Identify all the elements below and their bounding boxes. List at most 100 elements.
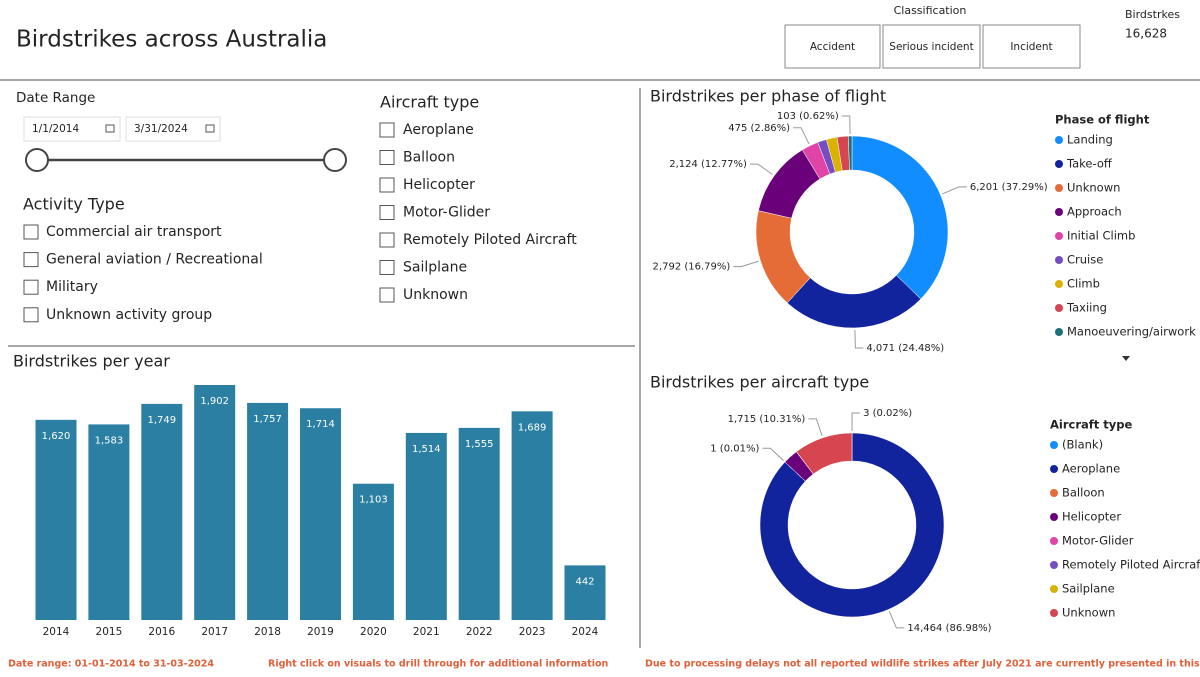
checkbox-label: Military: [46, 279, 98, 295]
footer-note: Right click on visuals to drill through …: [268, 659, 609, 670]
classification-button[interactable]: [882, 24, 981, 69]
date-value: 3/31/2024: [134, 123, 188, 135]
date-input[interactable]: [23, 116, 121, 142]
legend-swatch: [1055, 208, 1063, 216]
legend-swatch: [1050, 489, 1058, 497]
checkbox[interactable]: [379, 232, 395, 248]
leader-line: [942, 186, 967, 195]
x-tick-label: 2021: [413, 626, 440, 638]
calendar-icon: [105, 124, 115, 133]
leader-line: [762, 447, 784, 461]
data-label: 1,620: [42, 431, 71, 442]
data-label: 1,514: [412, 444, 441, 455]
leader-line: [851, 412, 861, 432]
data-label: 3 (0.02%): [863, 408, 912, 419]
checkbox-label: Motor-Glider: [403, 205, 490, 221]
legend-label: Unknown: [1067, 181, 1120, 195]
filter-title: Aircraft type: [380, 93, 479, 112]
leader-line: [841, 115, 851, 135]
data-label: 442: [575, 576, 594, 587]
bar[interactable]: [405, 432, 447, 620]
legend-label: Unknown: [1062, 606, 1115, 620]
data-label: 1,714: [306, 419, 335, 430]
data-label: 1,583: [95, 435, 124, 446]
data-label: 475 (2.86%): [728, 123, 790, 134]
checkbox[interactable]: [23, 252, 39, 268]
checkbox[interactable]: [379, 150, 395, 165]
legend-swatch: [1050, 537, 1058, 545]
legend-swatch: [1055, 136, 1063, 144]
legend-swatch: [1055, 280, 1063, 288]
legend-label: Climb: [1067, 277, 1100, 291]
date-slider-start[interactable]: [25, 148, 49, 172]
x-tick-label: 2016: [148, 626, 175, 638]
checkbox-label: General aviation / Recreational: [46, 252, 263, 268]
checkbox-label: Remotely Piloted Aircraft: [403, 232, 577, 248]
donut-slice[interactable]: [851, 135, 949, 300]
checkbox[interactable]: [23, 224, 39, 240]
classification-option: Incident: [1010, 41, 1052, 53]
classification-option: Serious incident: [889, 41, 973, 53]
bar[interactable]: [141, 403, 183, 620]
x-tick-label: 2019: [307, 626, 334, 638]
x-tick-label: 2023: [519, 626, 546, 638]
donut-slice[interactable]: [786, 274, 922, 329]
data-label: 2,792 (16.79%): [653, 262, 731, 273]
data-label: 1 (0.01%): [710, 443, 759, 454]
x-tick-label: 2017: [201, 626, 228, 638]
legend-swatch: [1055, 160, 1063, 168]
checkbox-label: Aeroplane: [403, 122, 474, 138]
bar[interactable]: [300, 408, 341, 620]
checkbox[interactable]: [23, 307, 39, 323]
checkbox[interactable]: [23, 279, 39, 295]
legend-label: Landing: [1067, 133, 1113, 147]
footer-note: Due to processing delays not all reporte…: [645, 659, 1200, 670]
filter-title: Date Range: [16, 90, 95, 106]
checkbox[interactable]: [379, 122, 395, 138]
bar[interactable]: [35, 419, 77, 620]
legend-label: Initial Climb: [1067, 229, 1135, 243]
legend-label: Take-off: [1066, 157, 1113, 171]
bar[interactable]: [352, 483, 394, 620]
legend-swatch: [1050, 441, 1058, 449]
leader-line: [793, 127, 810, 145]
bar[interactable]: [458, 427, 500, 620]
legend-label: Motor-Glider: [1062, 534, 1134, 548]
data-label: 2,124 (12.77%): [669, 159, 747, 170]
legend-label: Taxiing: [1066, 301, 1107, 315]
checkbox[interactable]: [379, 260, 395, 275]
bar[interactable]: [88, 424, 130, 620]
checkbox-label: Commercial air transport: [46, 224, 222, 240]
chart-title: Birdstrikes per aircraft type: [650, 373, 869, 392]
legend-title: Aircraft type: [1050, 418, 1132, 432]
bar[interactable]: [194, 385, 236, 620]
checkbox[interactable]: [379, 205, 395, 220]
data-label: 1,749: [147, 415, 176, 426]
checkbox-label: Helicopter: [403, 177, 475, 193]
checkbox[interactable]: [379, 177, 395, 193]
legend-scroll-arrow[interactable]: [1122, 356, 1130, 361]
classification-button[interactable]: [982, 24, 1081, 69]
chart-title: Birdstrikes per year: [13, 352, 170, 371]
donut-slice[interactable]: [796, 432, 853, 475]
leader-line: [808, 418, 823, 437]
x-tick-label: 2015: [96, 626, 123, 638]
checkbox-label: Balloon: [403, 150, 455, 166]
bar[interactable]: [564, 565, 606, 620]
leader-line: [888, 611, 905, 629]
date-input[interactable]: [125, 116, 221, 142]
data-label: 1,689: [518, 422, 547, 433]
legend-swatch: [1055, 184, 1063, 192]
date-slider-end[interactable]: [323, 148, 347, 172]
donut-slice[interactable]: [759, 432, 945, 618]
checkbox[interactable]: [379, 287, 395, 303]
legend-label: Cruise: [1067, 253, 1103, 267]
bar[interactable]: [511, 411, 553, 620]
bar[interactable]: [247, 402, 289, 620]
donut-slice[interactable]: [848, 135, 853, 171]
legend-label: (Blank): [1062, 438, 1103, 452]
classification-button[interactable]: [784, 24, 881, 69]
legend-label: Balloon: [1062, 486, 1105, 500]
data-label: 14,464 (86.98%): [907, 623, 991, 634]
